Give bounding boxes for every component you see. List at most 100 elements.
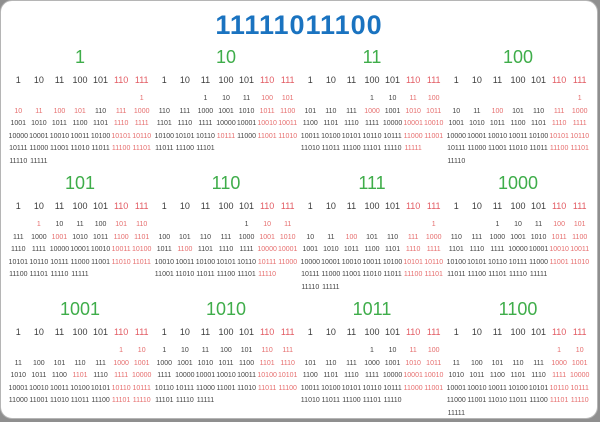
day-cell: 1010 [530,233,547,241]
day-cell: 1000 [551,359,567,367]
day-cell: 110 [386,233,399,241]
empty-cell [423,282,444,295]
day-cell: 1101 [93,120,109,127]
day-cell: 11001 [341,271,361,278]
months-grid: 1 1 10 11 100 101 110 111 1 10 11 100 101 110 111 1000… [1,42,597,422]
day-cell: 10 [180,347,189,354]
empty-cell [341,219,362,232]
day-cell: 100 [158,233,171,241]
empty-cell [487,93,508,106]
day-cell: 1001 [384,107,401,115]
day-cell: 110 [325,107,337,115]
day-cell: 101 [573,221,586,228]
day-cell: 1111 [572,120,587,127]
day-cell: 1000 [489,233,506,241]
month-label-binary: 1010 [205,299,247,319]
day-cell: 1100 [113,233,129,241]
day-cell: 10 [388,95,397,102]
empty-cell [236,143,257,156]
day-cell: 10 [306,233,315,241]
day-cell: 11011 [196,271,215,278]
day-cell: 1110 [113,120,129,127]
day-cell: 10101 [341,384,362,392]
weekday-header: 11 [346,75,357,85]
day-cell: 10000 [216,120,236,127]
day-cell: 11100 [9,271,28,278]
day-cell: 10100 [528,132,549,140]
day-cell: 11110 [509,271,527,278]
day-cell: 1100 [510,120,526,127]
day-cell: 1110 [11,246,26,253]
day-cell: 1000 [197,107,214,115]
day-cell: 1 [36,221,41,228]
empty-cell [487,408,508,421]
day-cell: 10111 [9,145,28,152]
day-cell: 1000 [31,233,47,241]
day-cell: 10100 [131,246,152,253]
empty-cell [528,408,549,421]
empty-cell [341,93,362,106]
day-cell: 11100 [549,145,569,152]
day-cell: 1101 [510,372,526,379]
day-cell: 11000 [237,132,257,140]
weekday-header: 110 [113,201,129,211]
day-cell: 10101 [341,132,362,140]
day-cell: 10100 [195,258,216,266]
day-cell: 10000 [508,246,528,253]
month-day-grid: 1 10 11 100 101 110 111 1 10 11 100 101 110 111 1000 10… [299,74,445,156]
day-cell: 11000 [529,258,549,266]
day-cell: 10111 [216,132,236,140]
empty-cell [467,219,488,232]
empty-cell [257,395,278,408]
day-cell: 10 [575,347,584,354]
empty-cell [111,269,132,282]
weekday-header: 1 [307,201,313,211]
day-cell: 11100 [175,145,195,152]
empty-cell [382,282,403,295]
month-block: 1011 1 10 11 100 101 110 111 1 10 11 100 101 110 111 1… [299,296,445,422]
weekday-header: 100 [364,75,380,85]
day-cell: 1111 [239,246,254,253]
empty-cell [8,219,29,232]
weekday-header: 10 [33,201,44,211]
day-cell: 1001 [259,233,275,241]
weekday-header: 100 [218,201,234,211]
day-cell: 10000 [382,372,403,379]
day-cell: 11000 [321,271,341,278]
empty-cell [508,93,529,106]
empty-cell [131,269,152,282]
day-cell: 1110 [93,372,108,379]
day-cell: 11111 [196,397,215,404]
day-cell: 10 [137,347,146,354]
day-cell: 1011 [551,233,567,241]
day-cell: 11011 [321,145,341,152]
day-cell: 1100 [280,107,296,115]
day-cell: 10001 [236,120,257,127]
day-cell: 10101 [175,132,195,140]
month-block: 110 1 10 11 100 101 110 111 1 10 11 100 101 110 111 10… [153,170,299,296]
day-cell: 1101 [156,120,172,127]
empty-cell [487,156,508,169]
day-cell: 10 [222,95,230,102]
day-cell: 10010 [216,372,236,379]
empty-cell [446,345,467,358]
day-cell: 11 [35,107,43,115]
day-cell: 11000 [195,384,215,392]
weekday-header: 101 [93,327,109,337]
day-cell: 1011 [469,372,485,379]
day-cell: 100 [94,221,107,228]
day-cell: 10001 [446,384,467,392]
day-cell: 101 [491,359,504,367]
weekday-header: 110 [113,75,129,85]
day-cell: 11001 [154,271,174,278]
day-cell: 10111 [132,384,151,392]
day-cell: 11001 [91,258,111,266]
day-cell: 1101 [448,246,464,253]
weekday-header: 110 [405,201,421,211]
empty-cell [382,219,403,232]
day-cell: 11 [452,359,460,367]
day-cell: 10111 [175,384,195,392]
weekday-header: 100 [364,327,380,337]
day-cell: 1010 [448,372,465,379]
